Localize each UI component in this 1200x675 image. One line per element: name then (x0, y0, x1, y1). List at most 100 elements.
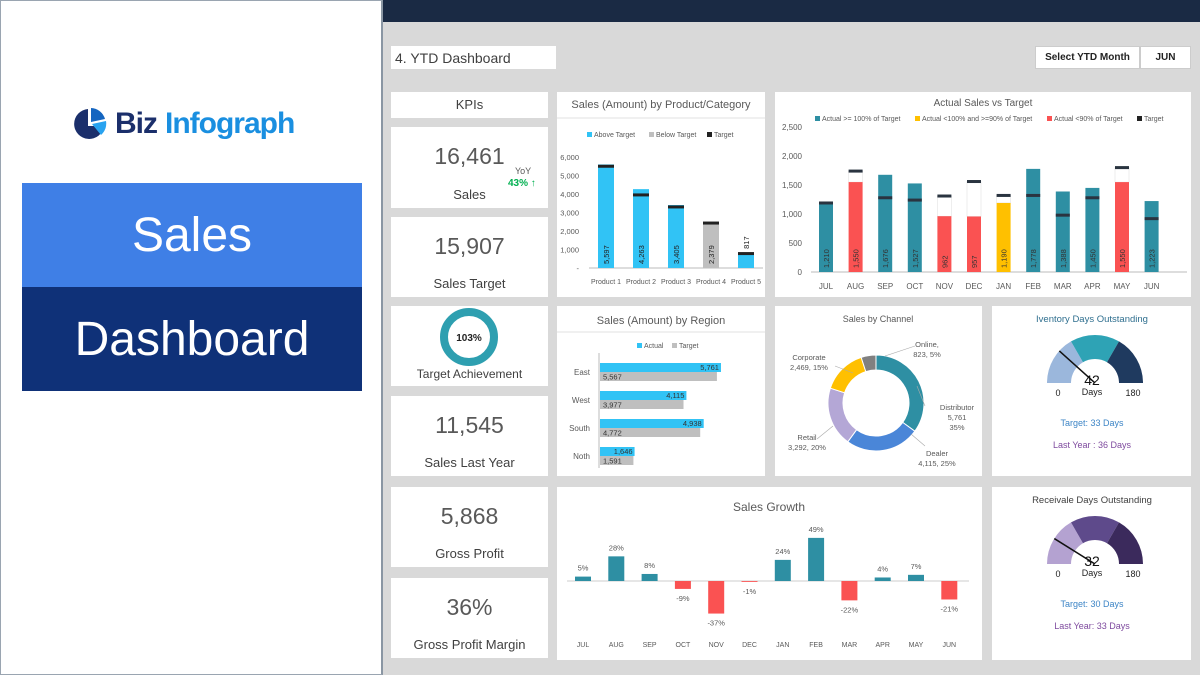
leader-line (816, 425, 834, 440)
target-marker (937, 194, 952, 198)
bar (941, 581, 958, 600)
bar (841, 581, 858, 601)
gauge-min: 0 (1055, 569, 1060, 579)
legend-label: Target (1144, 116, 1164, 123)
slice-retail (827, 387, 858, 443)
gauge-target: Target: 33 Days (1060, 418, 1124, 428)
x-tick-label: MAY (1114, 282, 1131, 291)
x-tick-label: NOV (936, 282, 954, 291)
gauge-max: 180 (1125, 388, 1140, 398)
slice-value: 3,292, 20% (788, 443, 826, 452)
monthly-chart-card: Actual Sales vs Target Actual >= 100% of … (775, 92, 1191, 297)
x-tick-label: MAY (909, 642, 924, 649)
x-tick-label: JAN (776, 642, 789, 649)
y-tick-label: East (574, 368, 591, 377)
bar (1055, 191, 1070, 272)
bar (908, 574, 924, 581)
data-label: -1% (743, 587, 757, 596)
x-tick-label: OCT (676, 642, 692, 649)
legend-swatch (915, 116, 920, 121)
legend-swatch (815, 116, 820, 121)
target-marker (668, 205, 684, 209)
data-label: 1,550 (852, 249, 861, 268)
gauge-segment (1071, 516, 1119, 544)
kpi-sales-target: 15,907 Sales Target (391, 217, 548, 297)
actual-vs-target-chart: Actual Sales vs Target Actual >= 100% of … (782, 98, 1187, 291)
data-label: 4,772 (603, 429, 622, 438)
x-tick-label: APR (1084, 282, 1101, 291)
data-label: 5,597 (602, 245, 611, 264)
kpi-label: Gross Profit (435, 546, 504, 561)
leader-line (916, 385, 926, 407)
bar (575, 576, 591, 581)
slice-value: 823, 5% (913, 350, 941, 359)
bar-actual (600, 391, 687, 400)
data-label: 5,761 (700, 363, 719, 372)
target-marker (907, 198, 922, 202)
bar (668, 205, 684, 268)
x-tick-label: Product 5 (731, 279, 761, 286)
data-label: 4,263 (637, 245, 646, 264)
bar (738, 252, 754, 268)
slice-corporate (829, 356, 867, 394)
target-gap (848, 170, 863, 183)
x-tick-label: DEC (966, 282, 983, 291)
bar (1085, 187, 1100, 272)
page-title: 4. YTD Dashboard (395, 50, 511, 66)
hero-line2: Dashboard (22, 287, 362, 391)
slice-value: 2,469, 15% (790, 363, 828, 372)
x-tick-label: FEB (809, 642, 823, 649)
brand-panel: Biz Infograph Sales Dashboard (0, 0, 383, 675)
legend-label: Actual >= 100% of Target (822, 116, 901, 123)
slice-dealer (847, 421, 916, 452)
y-tick-label: West (572, 396, 591, 405)
x-tick-label: MAR (1054, 282, 1072, 291)
data-label: 1,527 (911, 249, 920, 268)
pie-logo-icon (74, 108, 107, 139)
target-gap (966, 181, 982, 217)
x-tick-label: JUN (1144, 282, 1160, 291)
data-label: 1,450 (1088, 249, 1097, 268)
kpi-value: 15,907 (434, 233, 505, 259)
data-label: -9% (676, 594, 690, 603)
kpi-value: 36% (446, 594, 493, 620)
bar (641, 573, 658, 581)
month-select[interactable]: JUN (1140, 46, 1191, 69)
legend-swatch (707, 132, 712, 137)
x-tick-label: JUL (819, 282, 834, 291)
y-tick-label: 1,500 (782, 181, 803, 190)
legend-label: Target (679, 343, 699, 350)
data-label: 1,210 (822, 249, 831, 268)
target-gap (1114, 167, 1130, 183)
legend-label: Target (714, 132, 734, 139)
x-tick-label: NOV (709, 642, 725, 649)
x-tick-label: JUN (942, 642, 956, 649)
bar (741, 581, 758, 582)
target-marker (848, 169, 863, 173)
top-bar (383, 0, 1200, 22)
data-label: 1,591 (603, 457, 622, 466)
target-marker (1115, 166, 1129, 170)
kpi-sales: 16,461 Sales YoY 43% ↑ (391, 127, 548, 208)
x-tick-label: SEP (643, 642, 657, 649)
slice-online (860, 354, 877, 373)
arrow-up-icon: ↑ (530, 178, 536, 189)
data-label: 3,405 (672, 245, 681, 264)
gauge-unit: Days (1082, 568, 1103, 578)
yoy-label: YoY (515, 166, 532, 176)
x-tick-label: AUG (847, 282, 864, 291)
target-marker (1085, 196, 1100, 200)
legend-swatch (1137, 116, 1142, 121)
data-label: 5% (578, 564, 589, 573)
y-tick-label: 4,000 (560, 190, 579, 199)
gauge-last-year: Last Year: 33 Days (1054, 621, 1130, 631)
dashboard-title-box: 4. YTD Dashboard (391, 46, 556, 69)
product-chart: Sales (Amount) by Product/Category Above … (557, 99, 765, 286)
legend-label: Actual (644, 343, 664, 350)
brand-name-part1: Biz (115, 107, 158, 140)
inventory-gauge-card: Iventory Days Outstanding 42 Days 0 180 Targe… (992, 306, 1191, 476)
data-label: 1,388 (1059, 249, 1068, 268)
x-tick-label: OCT (906, 282, 923, 291)
